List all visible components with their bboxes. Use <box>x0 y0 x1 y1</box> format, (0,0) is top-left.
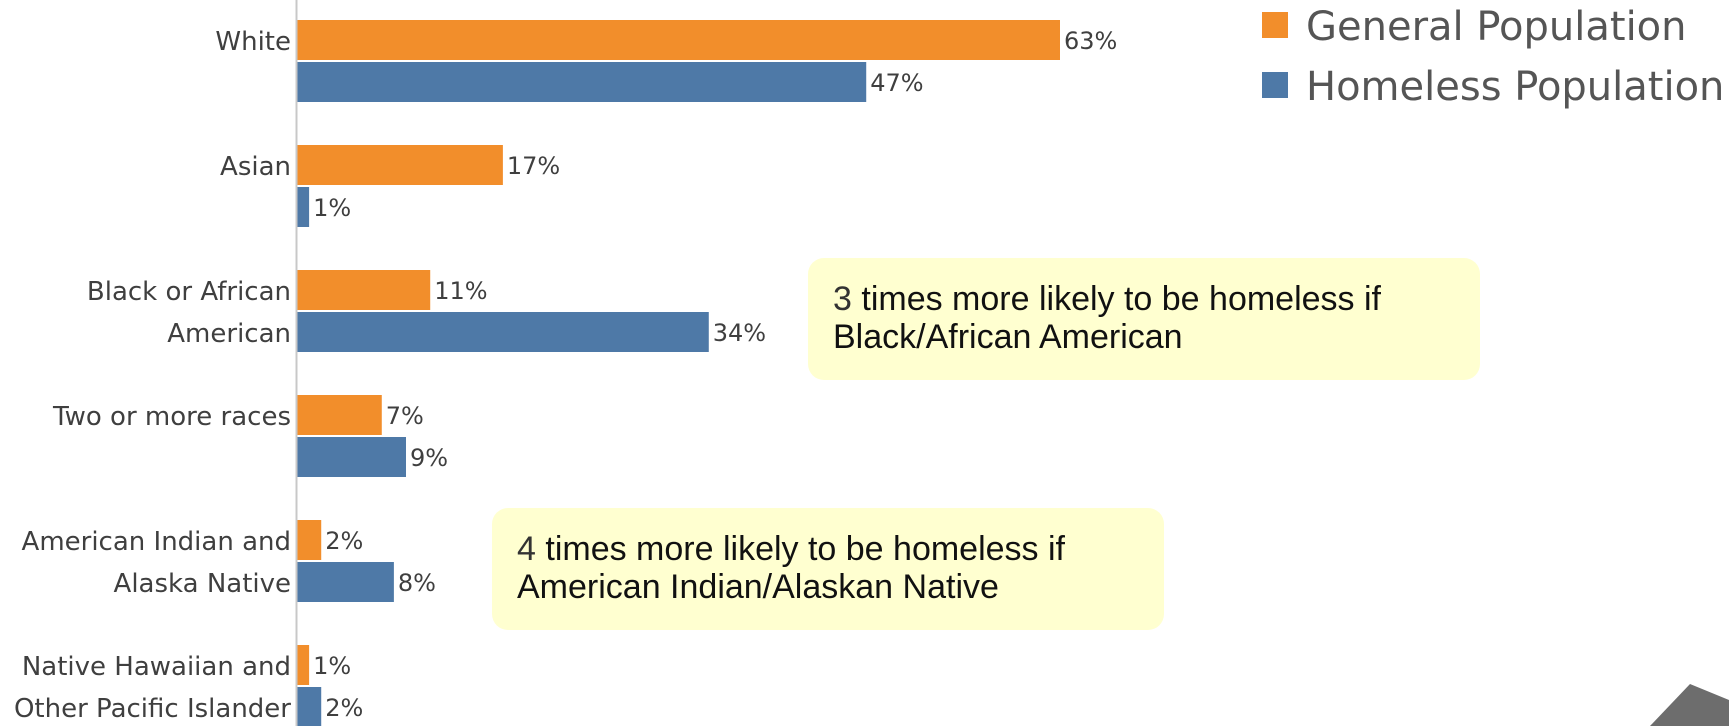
value-label-homeless-1: 1% <box>313 194 351 222</box>
category-label-2-line2: American <box>167 319 291 349</box>
callout-aian-line2: American Indian/Alaskan Native <box>517 568 1164 606</box>
bar-general-4 <box>297 520 321 560</box>
bar-homeless-1 <box>297 187 309 227</box>
callout-black-number: 3 <box>833 280 852 318</box>
category-label-0: White <box>215 27 291 57</box>
bar-general-1 <box>297 145 503 185</box>
callout-black-line2: Black/African American <box>833 318 1480 356</box>
legend-swatch-0 <box>1262 12 1288 38</box>
bar-general-2 <box>297 270 430 310</box>
value-label-general-0: 63% <box>1064 27 1117 55</box>
bar-homeless-0 <box>297 62 866 102</box>
value-label-general-5: 1% <box>313 652 351 680</box>
bar-general-5 <box>297 645 309 685</box>
value-label-general-3: 7% <box>386 402 424 430</box>
value-label-homeless-4: 8% <box>398 569 436 597</box>
callout-black-african-american: 3 times more likely to be homeless if Bl… <box>808 258 1480 380</box>
category-label-5-line2: Other Pacific Islander <box>14 694 291 724</box>
value-label-homeless-3: 9% <box>410 444 448 472</box>
bar-homeless-4 <box>297 562 394 602</box>
value-label-homeless-5: 2% <box>325 694 363 722</box>
value-label-general-2: 11% <box>434 277 487 305</box>
callout-black-line1: 3 times more likely to be homeless if <box>833 280 1480 318</box>
bar-homeless-5 <box>297 687 321 726</box>
value-label-homeless-0: 47% <box>870 69 923 97</box>
category-label-4-line2: Alaska Native <box>114 569 291 599</box>
bar-homeless-2 <box>297 312 709 352</box>
legend-label-0: General Population <box>1306 4 1687 50</box>
callout-aian-text: times more likely to be homeless if <box>536 530 1065 568</box>
callout-aian-line1: 4 times more likely to be homeless if <box>517 530 1164 568</box>
category-label-3: Two or more races <box>52 402 291 432</box>
legend-swatch-1 <box>1262 72 1288 98</box>
bar-general-0 <box>297 20 1060 60</box>
callout-american-indian: 4 times more likely to be homeless if Am… <box>492 508 1164 630</box>
callout-black-text: times more likely to be homeless if <box>852 280 1381 318</box>
value-label-general-1: 17% <box>507 152 560 180</box>
category-label-4-line1: American Indian and <box>22 527 291 557</box>
category-label-5-line1: Native Hawaiian and <box>22 652 291 682</box>
bar-homeless-3 <box>297 437 406 477</box>
legend-label-1: Homeless Population <box>1306 64 1724 110</box>
callout-aian-number: 4 <box>517 530 536 568</box>
value-label-homeless-2: 34% <box>713 319 766 347</box>
value-label-general-4: 2% <box>325 527 363 555</box>
category-label-1: Asian <box>220 152 291 182</box>
category-label-2-line1: Black or African <box>87 277 291 307</box>
bar-general-3 <box>297 395 382 435</box>
